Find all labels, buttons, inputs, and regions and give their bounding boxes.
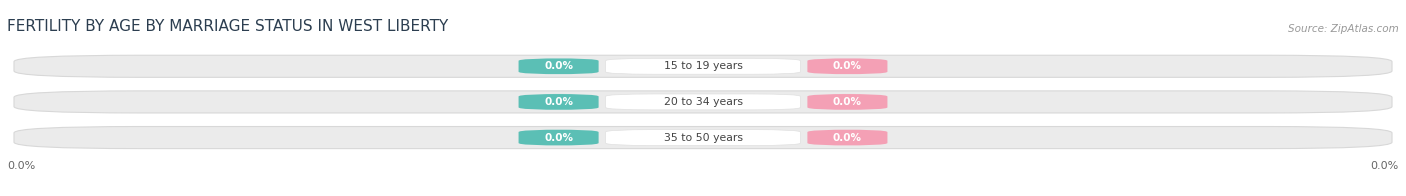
FancyBboxPatch shape xyxy=(606,130,800,145)
Text: FERTILITY BY AGE BY MARRIAGE STATUS IN WEST LIBERTY: FERTILITY BY AGE BY MARRIAGE STATUS IN W… xyxy=(7,19,449,34)
FancyBboxPatch shape xyxy=(14,55,1392,77)
FancyBboxPatch shape xyxy=(807,58,887,74)
FancyBboxPatch shape xyxy=(519,58,599,74)
FancyBboxPatch shape xyxy=(606,94,800,110)
Text: 0.0%: 0.0% xyxy=(544,97,574,107)
FancyBboxPatch shape xyxy=(807,130,887,145)
FancyBboxPatch shape xyxy=(14,91,1392,113)
FancyBboxPatch shape xyxy=(14,126,1392,149)
Text: 0.0%: 0.0% xyxy=(1371,161,1399,171)
FancyBboxPatch shape xyxy=(519,130,599,145)
FancyBboxPatch shape xyxy=(606,58,800,74)
Text: 0.0%: 0.0% xyxy=(7,161,35,171)
Text: 20 to 34 years: 20 to 34 years xyxy=(664,97,742,107)
Text: 0.0%: 0.0% xyxy=(544,61,574,71)
Text: 35 to 50 years: 35 to 50 years xyxy=(664,132,742,142)
Text: 0.0%: 0.0% xyxy=(832,97,862,107)
FancyBboxPatch shape xyxy=(519,94,599,110)
Text: 0.0%: 0.0% xyxy=(544,132,574,142)
Text: 0.0%: 0.0% xyxy=(832,61,862,71)
Text: Source: ZipAtlas.com: Source: ZipAtlas.com xyxy=(1288,24,1399,34)
FancyBboxPatch shape xyxy=(807,94,887,110)
Text: 15 to 19 years: 15 to 19 years xyxy=(664,61,742,71)
Text: 0.0%: 0.0% xyxy=(832,132,862,142)
